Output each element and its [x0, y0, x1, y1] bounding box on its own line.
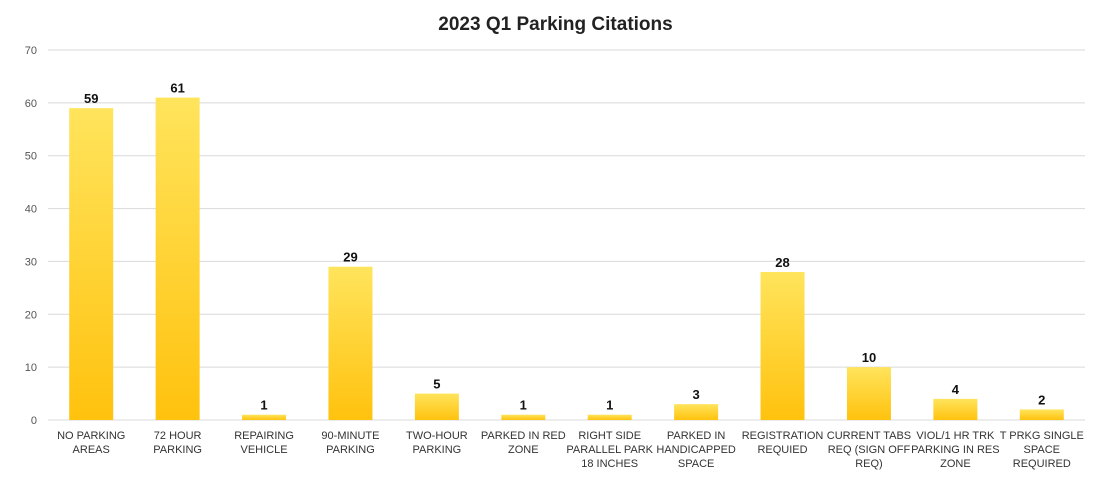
data-labels: 59 61 1 29 5 1 1 3 28 10 4 2 [84, 81, 1045, 413]
data-label: 2 [1038, 392, 1045, 407]
data-label: 10 [862, 350, 876, 365]
y-tick-label: 20 [25, 309, 37, 321]
x-tick-label: T PRKG SINGLE SPACE REQUIRED [1000, 430, 1084, 470]
data-label: 1 [260, 398, 267, 413]
data-label: 28 [775, 255, 789, 270]
x-tick-label: CURRENT TABS REQ (SIGN OFF REQ) [827, 430, 911, 470]
bar [328, 266, 373, 420]
y-axis-ticks: 0 10 20 30 40 50 60 70 [25, 45, 37, 427]
x-tick-label: VIOL/1 HR TRK PARKING IN RES ZONE [911, 430, 999, 470]
bar [414, 393, 459, 420]
x-tick-label: REGISTRATION REQUIED [742, 430, 824, 456]
x-tick-label: REPAIRING VEHICLE [234, 430, 294, 456]
bar [155, 97, 200, 421]
x-tick-label: NO PARKING AREAS [57, 430, 125, 456]
gridlines [48, 49, 1085, 421]
bar [846, 367, 891, 420]
data-label: 1 [520, 398, 527, 413]
data-label: 5 [433, 377, 440, 392]
bar [501, 414, 546, 420]
bars [69, 97, 1064, 421]
category-labels: NO PARKING AREAS 72 HOUR PARKING REPAIRING VE… [57, 430, 1084, 470]
x-tick-label: PARKED IN HANDICAPPED SPACE [656, 430, 736, 470]
y-tick-label: 10 [25, 362, 37, 374]
chart-title: 2023 Q1 Parking Citations [438, 14, 673, 35]
data-label: 4 [952, 382, 960, 397]
bar [674, 404, 719, 420]
x-tick-label: PARKED IN RED ZONE [481, 430, 566, 456]
bar [69, 108, 114, 421]
bar [242, 414, 287, 420]
data-label: 61 [170, 81, 184, 96]
bar [760, 272, 805, 420]
y-tick-label: 40 [25, 204, 37, 216]
y-tick-label: 50 [25, 151, 37, 163]
data-label: 3 [693, 387, 700, 402]
x-tick-label: 72 HOUR PARKING [153, 430, 202, 456]
x-tick-label: 90-MINUTE PARKING [321, 430, 379, 456]
data-label: 59 [84, 91, 98, 106]
y-tick-label: 30 [25, 256, 37, 268]
y-tick-label: 70 [25, 45, 37, 57]
y-tick-label: 60 [25, 98, 37, 110]
x-tick-label: RIGHT SIDE PARALLEL PARK 18 INCHES [566, 430, 653, 470]
y-tick-label: 0 [31, 415, 37, 427]
bar [933, 398, 978, 420]
bar [587, 414, 632, 420]
data-label: 29 [343, 250, 357, 265]
data-label: 1 [606, 398, 613, 413]
bar [1019, 409, 1064, 420]
x-tick-label: TWO-HOUR PARKING [406, 430, 468, 456]
